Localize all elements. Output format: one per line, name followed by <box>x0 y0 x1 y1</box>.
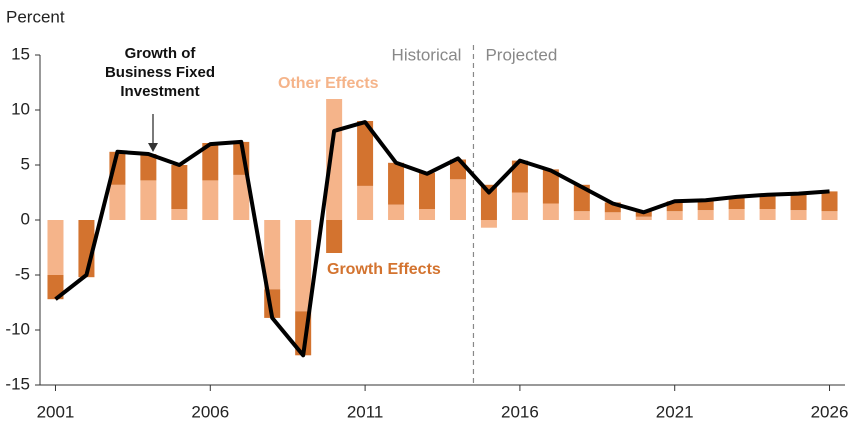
bar-segment <box>759 194 776 209</box>
x-tick-label: 2006 <box>191 402 229 421</box>
y-tick-label: -10 <box>5 319 30 338</box>
y-tick-label: 15 <box>11 44 30 63</box>
bar-segment <box>47 220 64 275</box>
bar-segment <box>697 199 714 211</box>
x-tick-label: 2016 <box>501 402 539 421</box>
series-annotation: Growth Effects <box>327 261 441 278</box>
historical-label: Historical <box>392 45 462 64</box>
bar-segment <box>47 275 64 300</box>
bar-segment <box>511 192 528 220</box>
bar-segment <box>697 210 714 220</box>
bar-segment <box>480 184 497 220</box>
bar-segment <box>511 160 528 193</box>
line-annotation: Growth of Business Fixed Investment <box>104 45 216 100</box>
y-tick-label: 10 <box>11 99 30 118</box>
y-tick-label: -15 <box>5 374 30 393</box>
bar-segment <box>480 220 497 228</box>
bar-segment <box>264 220 281 290</box>
bar-segment <box>635 216 652 220</box>
bar-segment <box>542 169 559 204</box>
x-tick-label: 2026 <box>811 402 849 421</box>
bar-segment <box>326 220 343 253</box>
bar-segment <box>790 210 807 220</box>
bar-segment <box>573 184 590 212</box>
annotation-arrowhead <box>148 143 158 152</box>
bar-segment <box>759 209 776 220</box>
bar-segment <box>388 162 405 205</box>
bar-segment <box>573 211 590 220</box>
bar-segment <box>542 203 559 220</box>
bar-segment <box>109 184 126 220</box>
x-tick-label: 2001 <box>37 402 75 421</box>
y-tick-label: -5 <box>15 264 30 283</box>
bar-segment <box>821 211 838 220</box>
bar-segment <box>666 211 683 220</box>
bar-segment <box>604 202 621 213</box>
bar-segment <box>728 209 745 220</box>
bar-segment <box>419 172 436 209</box>
bar-segment <box>140 154 157 181</box>
bar-segment <box>233 174 250 220</box>
projected-label: Projected <box>485 45 557 64</box>
bar-segment <box>140 180 157 220</box>
y-axis-label: Percent <box>6 7 65 26</box>
bar-segment <box>202 180 219 220</box>
bar-segment <box>171 209 188 220</box>
line <box>54 120 830 358</box>
bar-segment <box>449 179 466 220</box>
y-tick-label: 5 <box>21 154 30 173</box>
bar-segment <box>666 201 683 212</box>
x-tick-label: 2021 <box>656 402 694 421</box>
bar-segment <box>202 143 219 181</box>
bar-segment <box>357 121 374 186</box>
y-tick-label: 0 <box>21 209 30 228</box>
series-annotation: Other Effects <box>278 75 379 92</box>
bar-segment <box>171 165 188 209</box>
bar-segment <box>295 220 312 312</box>
bar-segment <box>728 196 745 209</box>
bar-segment <box>419 209 436 220</box>
bar-segment <box>790 193 807 211</box>
bar-segment <box>604 212 621 220</box>
bar-segment <box>821 191 838 212</box>
bar-segment <box>388 204 405 220</box>
bar-segment <box>357 185 374 220</box>
x-tick-label: 2011 <box>347 402 384 421</box>
